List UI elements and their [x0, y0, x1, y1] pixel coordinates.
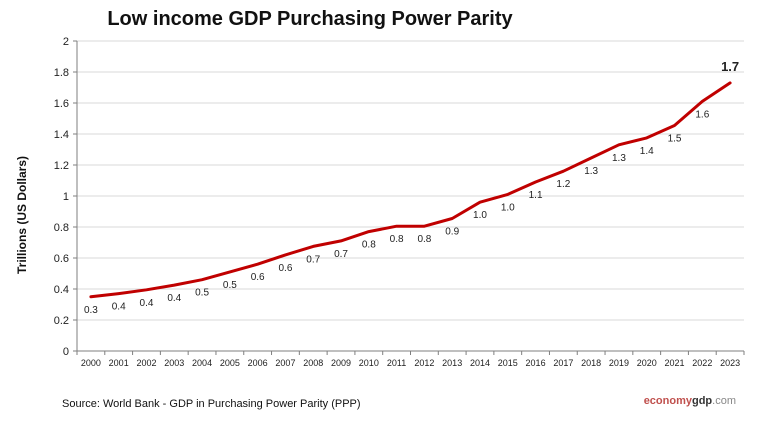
axes [73, 40, 745, 355]
data-label: 0.4 [167, 293, 181, 304]
x-tick-label: 2013 [442, 358, 462, 368]
brand-part-2: gdp [691, 395, 713, 407]
x-tick-label: 2018 [581, 358, 601, 368]
x-tick-label: 2004 [192, 358, 212, 368]
data-labels: 0.3 0.4 0.4 0.4 0.5 0.5 0.6 0.6 0.7 0.7 0.8 0.8 0.8 0… [84, 59, 739, 316]
data-label: 0.3 [84, 305, 98, 316]
y-tick-label: 0.2 [54, 315, 69, 327]
x-tick-label: 2012 [414, 358, 434, 368]
x-tick-label: 2005 [220, 358, 240, 368]
brand-logo: economygdp.com [644, 395, 736, 407]
x-tick-label: 2003 [164, 358, 184, 368]
data-label: 0.8 [362, 240, 376, 251]
x-tick-label: 2011 [387, 358, 406, 368]
x-tick-label: 2019 [609, 358, 629, 368]
x-tick-label: 2002 [136, 358, 156, 368]
data-label: 1.3 [612, 153, 626, 164]
x-tick-label: 2016 [526, 358, 546, 368]
y-tick-labels: 0 0.2 0.4 0.6 0.8 1 1.2 1.4 1.6 1.8 2 [54, 36, 69, 358]
data-label: 0.7 [306, 254, 320, 265]
y-tick-label: 0.8 [54, 222, 69, 234]
data-label: 0.6 [278, 263, 292, 274]
x-tick-labels: 2000 2001 2002 2003 2004 2005 2006 2007 2008 2009… [81, 358, 740, 368]
x-tick-label: 2009 [331, 358, 351, 368]
y-tick-label: 0.6 [54, 253, 69, 265]
x-tick-label: 2014 [470, 358, 490, 368]
x-tick-label: 2015 [498, 358, 518, 368]
data-label: 1.5 [668, 133, 682, 144]
data-label: 1.1 [529, 190, 543, 201]
y-tick-label: 0 [63, 346, 69, 358]
x-tick-label: 2021 [665, 358, 685, 368]
y-tick-label: 1.2 [54, 160, 69, 172]
data-label: 0.7 [334, 249, 348, 260]
data-label: 0.6 [251, 272, 265, 283]
x-tick-label: 2007 [275, 358, 295, 368]
x-tick-label: 2010 [359, 358, 379, 368]
data-label: 0.5 [223, 280, 237, 291]
data-label: 1.0 [501, 202, 515, 213]
data-label: 1.0 [473, 210, 487, 221]
chart-title: Low income GDP Purchasing Power Parity [107, 8, 513, 30]
gridlines [77, 40, 744, 321]
x-tick-label: 2006 [248, 358, 268, 368]
data-label: 0.4 [140, 298, 154, 309]
series-group [89, 81, 732, 299]
x-tick-label: 2001 [109, 358, 129, 368]
data-label: 0.4 [112, 302, 126, 313]
y-tick-label: 1.8 [54, 67, 69, 79]
data-label: 1.3 [584, 166, 598, 177]
y-tick-label: 1.4 [54, 129, 69, 141]
y-tick-label: 1.6 [54, 98, 69, 110]
x-tick-label: 2022 [692, 358, 712, 368]
source-note: Source: World Bank - GDP in Purchasing P… [62, 398, 361, 410]
brand-part-3: .com [712, 395, 736, 407]
brand-part-1: economy [643, 395, 692, 407]
data-label: 0.9 [445, 226, 459, 237]
x-tick-label: 2023 [720, 358, 740, 368]
series-line [89, 81, 732, 299]
y-tick-label: 2 [63, 36, 69, 48]
data-label: 0.8 [417, 234, 431, 245]
x-tick-label: 2017 [553, 358, 573, 368]
data-label: 0.5 [195, 288, 209, 299]
x-tick-label: 2000 [81, 358, 101, 368]
data-label: 1.6 [695, 109, 709, 120]
x-tick-label: 2020 [637, 358, 657, 368]
y-tick-label: 1 [63, 191, 69, 203]
data-label: 1.7 [721, 59, 739, 74]
data-label: 1.2 [556, 179, 570, 190]
x-tick-label: 2008 [303, 358, 323, 368]
data-label: 1.4 [640, 146, 654, 157]
data-label: 0.8 [390, 234, 404, 245]
y-tick-label: 0.4 [54, 284, 69, 296]
